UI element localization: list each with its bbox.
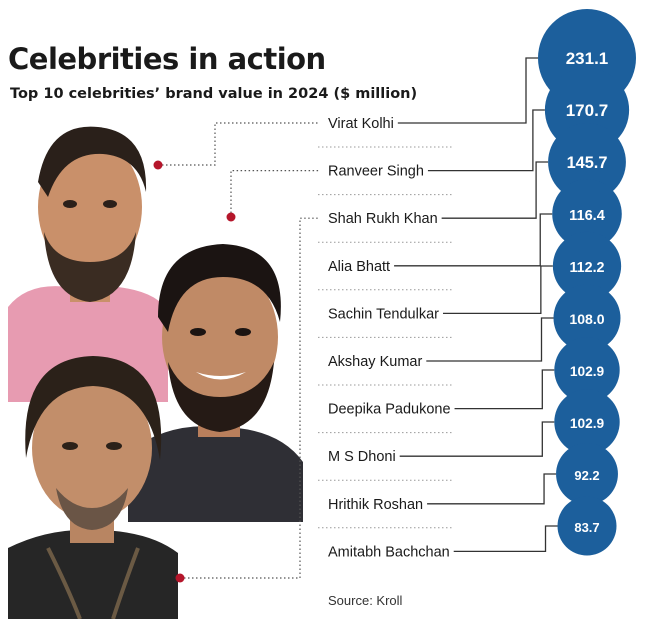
photo-marker xyxy=(153,160,163,170)
value-label: 170.7 xyxy=(566,101,609,120)
value-bubble xyxy=(548,123,626,201)
value-bubble xyxy=(552,231,622,301)
value-bubble xyxy=(554,337,620,403)
celebrity-label: Shah Rukh Khan xyxy=(328,211,438,227)
leader-line xyxy=(453,525,558,553)
value-label: 102.9 xyxy=(570,416,605,431)
chart-subtitle: Top 10 celebrities’ brand value in 2024 … xyxy=(10,86,418,102)
chart-title: Celebrities in action xyxy=(8,42,326,76)
photo-marker xyxy=(226,212,236,222)
source-note: Source: Kroll xyxy=(328,593,403,608)
celebrity-label: Akshay Kumar xyxy=(328,354,422,370)
celebrity-label: Sachin Tendulkar xyxy=(328,306,439,322)
leader-line xyxy=(427,109,545,172)
photo-shah-rukh-khan xyxy=(8,348,178,619)
leader-line xyxy=(441,161,549,219)
leader-line xyxy=(454,369,555,410)
portrait-srk xyxy=(8,356,178,619)
value-bubble xyxy=(557,496,617,556)
celebrity-label: Hrithik Roshan xyxy=(328,497,423,513)
photo-connector xyxy=(158,122,320,166)
value-label: 102.9 xyxy=(570,364,605,379)
value-bubble xyxy=(553,284,621,352)
celebrity-label: Deepika Padukone xyxy=(328,402,451,418)
leader-line xyxy=(442,265,553,315)
value-label: 145.7 xyxy=(567,154,608,172)
celebrity-label: Virat Kolhi xyxy=(328,116,394,132)
celebrity-label: Amitabh Bachchan xyxy=(328,544,450,560)
leader-line xyxy=(394,213,553,267)
value-label: 92.2 xyxy=(574,468,599,483)
value-label: 108.0 xyxy=(569,311,604,327)
photo-marker xyxy=(175,573,185,583)
celebrity-label: Alia Bhatt xyxy=(328,259,390,275)
celebrity-label: M S Dhoni xyxy=(328,449,396,465)
leader-line xyxy=(397,57,538,124)
value-label: 83.7 xyxy=(574,520,599,535)
leader-line xyxy=(399,421,555,457)
value-bubble xyxy=(556,443,618,505)
celebrity-label: Ranveer Singh xyxy=(328,164,424,180)
value-label: 231.1 xyxy=(566,49,609,68)
value-bubble xyxy=(552,179,622,249)
value-label: 116.4 xyxy=(569,208,606,224)
photo-connector xyxy=(230,170,320,217)
portrait-ranveer xyxy=(128,244,303,522)
photo-ranveer-singh xyxy=(128,222,308,522)
value-label: 112.2 xyxy=(569,260,604,276)
leader-line xyxy=(427,473,557,505)
value-bubble xyxy=(554,389,620,455)
leader-line xyxy=(426,317,554,362)
photo-connector xyxy=(180,217,320,579)
